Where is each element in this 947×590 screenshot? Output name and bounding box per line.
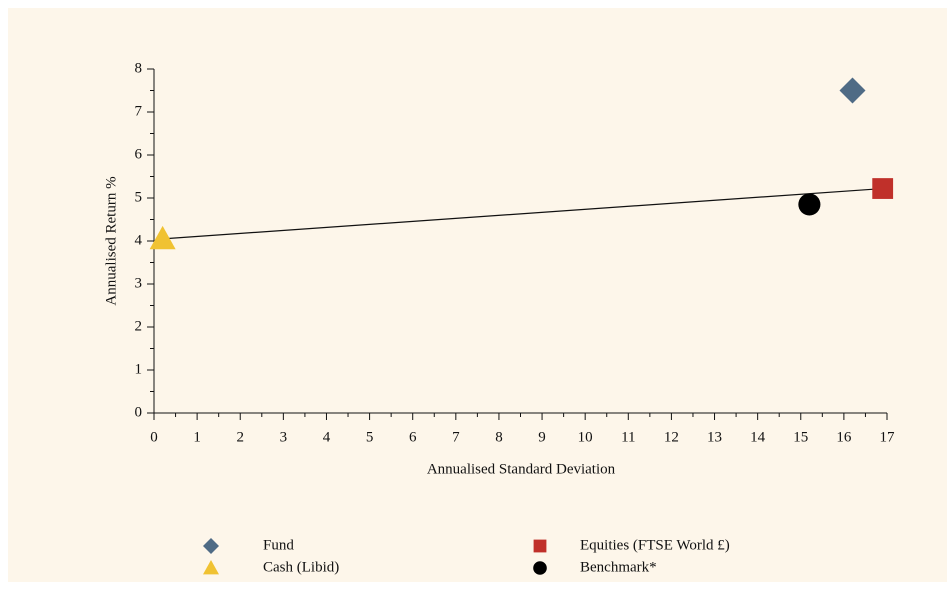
x-tick-label: 11 [621, 429, 635, 445]
x-tick-label: 17 [880, 429, 896, 445]
x-tick-label: 4 [323, 429, 331, 445]
y-tick-label: 7 [135, 103, 143, 119]
y-tick-label: 4 [135, 232, 143, 248]
x-tick-label: 12 [664, 429, 679, 445]
legend-label: Cash (Libid) [263, 559, 339, 575]
diamond-marker [839, 77, 866, 104]
x-tick-label: 5 [366, 429, 374, 445]
x-tick-label: 8 [495, 429, 503, 445]
x-tick-label: 14 [750, 429, 766, 445]
x-tick-label: 6 [409, 429, 417, 445]
x-tick-label: 1 [193, 429, 201, 445]
y-axis-label: Annualised Return % [103, 176, 119, 305]
y-tick-label: 8 [135, 60, 143, 76]
triangle-marker [203, 560, 219, 575]
triangle-marker [149, 225, 176, 250]
y-tick-label: 1 [135, 361, 143, 377]
y-tick-label: 0 [135, 404, 143, 420]
x-tick-label: 7 [452, 429, 460, 445]
x-tick-label: 16 [836, 429, 852, 445]
circle-marker [798, 193, 821, 216]
diamond-marker [203, 538, 219, 554]
legend-label: Equities (FTSE World £) [580, 537, 730, 553]
market-line [162, 187, 883, 240]
x-tick-label: 10 [578, 429, 593, 445]
y-tick-label: 6 [135, 146, 143, 162]
legend-label: Benchmark* [580, 559, 657, 575]
legend-label: Fund [263, 537, 294, 553]
x-tick-label: 15 [793, 429, 808, 445]
y-tick-label: 3 [135, 275, 143, 291]
circle-marker [533, 561, 547, 575]
x-tick-label: 0 [150, 429, 158, 445]
x-tick-label: 2 [236, 429, 244, 445]
x-tick-label: 13 [707, 429, 722, 445]
background [8, 8, 947, 582]
square-marker [872, 178, 894, 199]
x-axis-label: Annualised Standard Deviation [427, 461, 616, 477]
square-marker [533, 539, 547, 553]
x-tick-label: 3 [280, 429, 288, 445]
y-tick-label: 2 [135, 318, 143, 334]
y-tick-label: 5 [135, 189, 143, 205]
x-tick-label: 9 [538, 429, 546, 445]
